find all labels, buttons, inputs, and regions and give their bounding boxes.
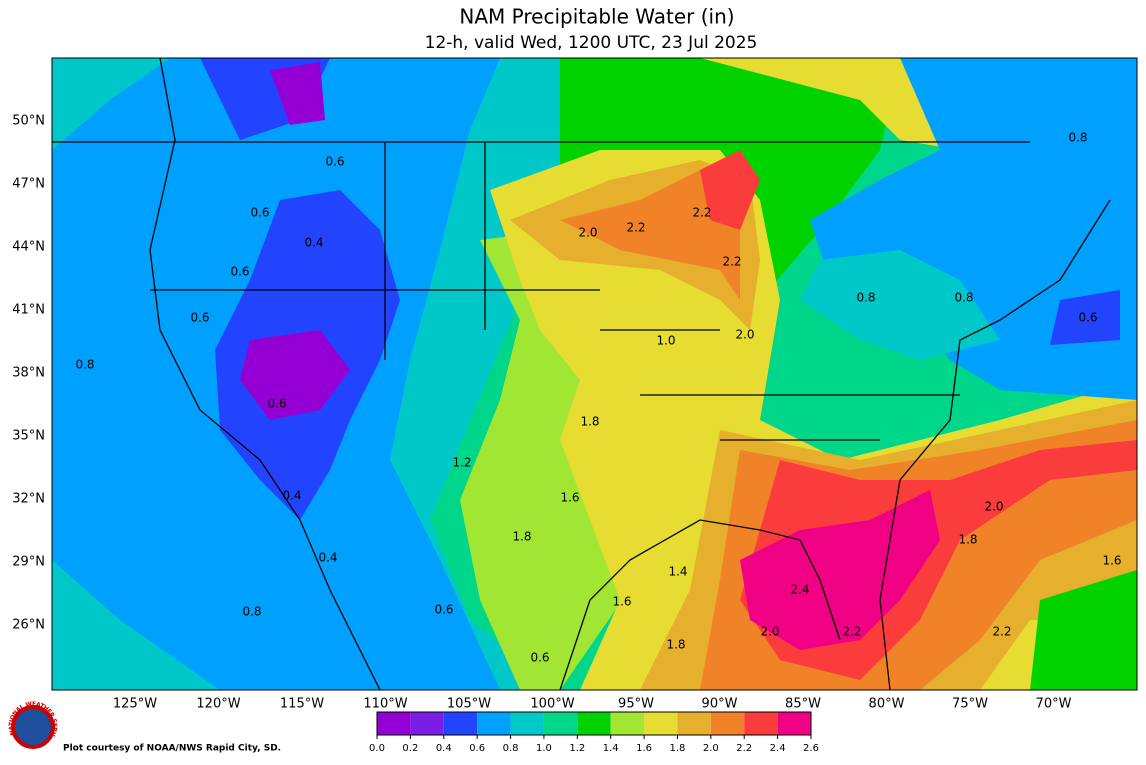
longitude-label: 80°W (869, 697, 905, 712)
contour-label: 0.6 (230, 265, 249, 279)
colorbar-frame (376, 711, 812, 736)
colorbar-tick-label: 1.0 (536, 743, 552, 754)
subtitle: 12-h, valid Wed, 1200 UTC, 23 Jul 2025 (425, 33, 758, 53)
longitude-label: 90°W (702, 697, 738, 712)
latitude-label: 26°N (12, 618, 45, 633)
colorbar-swatch (610, 712, 645, 735)
latitude-label: 32°N (12, 492, 45, 507)
longitude-label: 120°W (196, 697, 240, 712)
longitude-label: 105°W (447, 697, 491, 712)
contour-label: 0.4 (282, 489, 301, 503)
latitude-label: 29°N (12, 555, 45, 570)
contour-label: 2.4 (790, 583, 809, 597)
colorbar-swatch (710, 712, 745, 735)
contour-label: 2.2 (692, 206, 711, 220)
contour-label: 0.8 (856, 291, 875, 305)
contour-label: 0.6 (325, 155, 344, 169)
contour-label: 0.6 (250, 206, 269, 220)
colorbar-tick-label: 1.4 (603, 743, 619, 754)
latitude-label: 38°N (12, 366, 45, 381)
contour-label: 1.8 (958, 533, 977, 547)
colorbar-swatch (477, 712, 511, 735)
colorbar-tick-label: 2.0 (703, 743, 719, 754)
longitude-label: 75°W (952, 697, 988, 712)
colorbar-swatch (443, 712, 478, 735)
colorbar-tick-label: 1.6 (636, 743, 652, 754)
contour-label: 1.0 (656, 334, 675, 348)
contour-label: 0.8 (75, 358, 94, 372)
longitude-label: 70°W (1036, 697, 1072, 712)
colorbar-swatch (677, 712, 711, 735)
latitude-label: 50°N (12, 114, 45, 129)
map-frame (51, 57, 1138, 691)
colorbar-tick-label: 2.6 (803, 743, 819, 754)
latitude-label: 35°N (12, 429, 45, 444)
longitude-label: 110°W (363, 697, 407, 712)
contour-label: 0.8 (242, 605, 261, 619)
colorbar-swatch (644, 712, 678, 735)
longitude-label: 85°W (785, 697, 821, 712)
colorbar-tick-label: 1.8 (670, 743, 686, 754)
map-fill (52, 58, 1137, 690)
contour-label: 2.0 (735, 328, 754, 342)
contour-label: 1.6 (612, 595, 631, 609)
colorbar-tick-label: 0.0 (369, 743, 385, 754)
colorbar-swatch (377, 712, 411, 735)
contour-label: 2.0 (760, 625, 779, 639)
colorbar-swatch (510, 712, 544, 735)
contour-label: 2.0 (578, 226, 597, 240)
colorbar-swatch (777, 712, 811, 735)
colorbar-tick-label: 1.2 (569, 743, 585, 754)
contour-label: 0.4 (304, 236, 323, 250)
longitude-label: 100°W (530, 697, 574, 712)
contour-label: 0.6 (530, 651, 549, 665)
contour-label: 0.8 (1068, 131, 1087, 145)
contour-label: 1.6 (560, 491, 579, 505)
contour-label: 0.6 (267, 397, 286, 411)
colorbar-swatch (744, 712, 778, 735)
colorbar-tick-label: 0.8 (503, 743, 519, 754)
latitude-label: 41°N (12, 303, 45, 318)
contour-label: 2.2 (722, 255, 741, 269)
contour-label: 2.2 (626, 221, 645, 235)
contour-label: 1.6 (1102, 554, 1121, 568)
longitude-label: 95°W (618, 697, 654, 712)
contour-label: 2.2 (842, 625, 861, 639)
longitude-label: 115°W (280, 697, 324, 712)
latitude-label: 44°N (12, 240, 45, 255)
longitude-label: 125°W (113, 697, 157, 712)
colorbar-tick-label: 0.2 (402, 743, 418, 754)
credit: Plot courtesy of NOAA/NWS Rapid City, SD… (63, 744, 281, 754)
contour-label: 1.8 (666, 638, 685, 652)
title: NAM Precipitable Water (in) (459, 5, 734, 29)
contour-label: 1.8 (512, 530, 531, 544)
contour-label: 1.8 (580, 415, 599, 429)
colorbar-tick-label: 0.6 (469, 743, 485, 754)
colorbar-tick-label: 2.4 (770, 743, 786, 754)
latitude-label: 47°N (12, 177, 45, 192)
contour-label: 0.6 (434, 603, 453, 617)
colorbar-tick-label: 2.2 (736, 743, 752, 754)
contour-label: 1.2 (452, 456, 471, 470)
contour-label: 0.4 (318, 551, 337, 565)
contour-label: 0.6 (190, 311, 209, 325)
contour-label: 0.6 (1078, 311, 1097, 325)
contour-label: 2.0 (984, 500, 1003, 514)
colorbar-tick-label: 0.4 (436, 743, 452, 754)
colorbar-swatch (410, 712, 444, 735)
colorbar-swatch (577, 712, 611, 735)
contour-label: 1.4 (668, 565, 687, 579)
contour-label: 0.8 (954, 291, 973, 305)
colorbar-swatch (543, 712, 578, 735)
contour-label: 2.2 (992, 625, 1011, 639)
